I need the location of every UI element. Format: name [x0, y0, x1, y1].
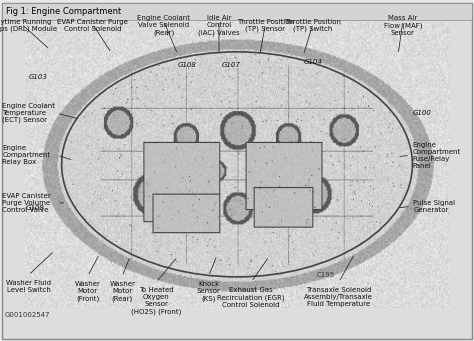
Text: G108: G108 [178, 62, 197, 69]
Text: G001002547: G001002547 [5, 312, 50, 318]
Text: EVAP Canister Purge
Control Solenoid: EVAP Canister Purge Control Solenoid [57, 19, 128, 32]
Text: Throttle Position
(TP) Sensor: Throttle Position (TP) Sensor [237, 19, 294, 32]
Text: To Heated
Oxygen
Sensor
(HO2S) (Front): To Heated Oxygen Sensor (HO2S) (Front) [131, 287, 182, 315]
Text: Idle Air
Control
(IAC) Valves: Idle Air Control (IAC) Valves [198, 15, 240, 36]
Text: G109: G109 [26, 205, 45, 211]
Text: Engine
Compartment
Relay Box: Engine Compartment Relay Box [2, 145, 51, 165]
Text: Pulse Signal
Generator: Pulse Signal Generator [413, 200, 456, 213]
Text: Throttle Position
(TP) Switch: Throttle Position (TP) Switch [284, 19, 341, 32]
Text: Washer
Motor
(Rear): Washer Motor (Rear) [109, 281, 135, 302]
Text: Engine Coolant
Temperature
(ECT) Sensor: Engine Coolant Temperature (ECT) Sensor [2, 103, 55, 123]
Text: G104: G104 [303, 59, 322, 65]
Text: EVAP Canister
Purge Volume
Control Valve: EVAP Canister Purge Volume Control Valve [2, 193, 51, 213]
Text: Daytime Running
Lamps (DRL) Module: Daytime Running Lamps (DRL) Module [0, 19, 57, 32]
Text: C195: C195 [317, 271, 335, 278]
Text: Fig 1: Engine Compartment: Fig 1: Engine Compartment [6, 8, 121, 16]
Text: Mass Air
Flow (MAF)
Sensor: Mass Air Flow (MAF) Sensor [383, 15, 422, 36]
Text: G100: G100 [412, 110, 431, 116]
Text: G107: G107 [222, 62, 241, 69]
Text: Exhaust Gas
Recirculation (EGR)
Control Solenoid: Exhaust Gas Recirculation (EGR) Control … [218, 287, 285, 308]
Text: Engine
Compartment
Fuse/Relay
Panel: Engine Compartment Fuse/Relay Panel [412, 142, 461, 169]
Text: Transaxle Solenoid
Assembly/Transaxle
Fluid Temperature: Transaxle Solenoid Assembly/Transaxle Fl… [304, 287, 374, 307]
Bar [2, 3, 472, 20]
Text: Engine Coolant
Valve Solenoid
(Rear): Engine Coolant Valve Solenoid (Rear) [137, 15, 190, 36]
Text: Washer
Motor
(Front): Washer Motor (Front) [75, 281, 100, 302]
Text: Knock
Sensor
(KS): Knock Sensor (KS) [197, 281, 220, 302]
Text: G103: G103 [28, 74, 47, 80]
Text: Washer Fluid
Level Switch: Washer Fluid Level Switch [6, 280, 51, 293]
